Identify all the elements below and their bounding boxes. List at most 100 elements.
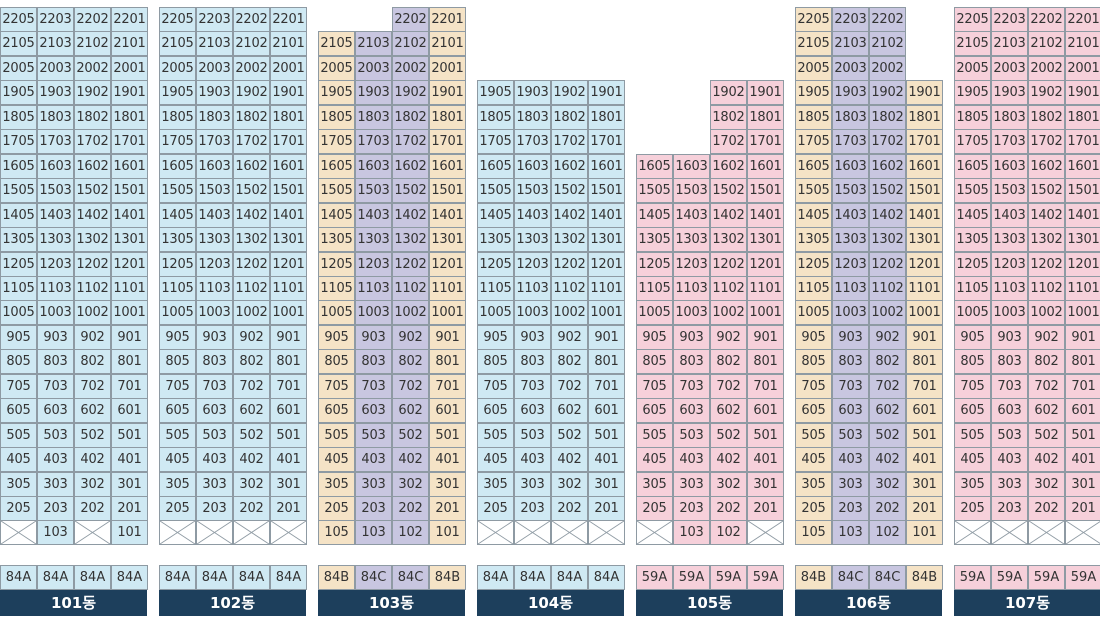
unit-cell: 1301 [270,227,307,253]
unit-cell: 2101 [270,31,307,57]
unit-cell: 1605 [159,153,196,179]
unit-cell: 405 [477,447,514,473]
unit-cell: 403 [196,447,233,473]
unit-cell: 1703 [196,129,233,155]
unit-cell: 303 [196,471,233,497]
unit-cell: 1803 [196,104,233,130]
unit-cell: 1802 [392,104,429,130]
unit-cell: 505 [159,422,196,448]
unit-cell: 1405 [636,202,673,228]
unit-cell: 1702 [710,129,747,155]
unit-cell: 703 [196,373,233,399]
unit-cell: 605 [795,398,832,424]
unit-cell: 1503 [37,178,74,204]
unit-cell: 901 [270,324,307,350]
unit-cell: 102 [710,520,747,546]
unit-cell: 301 [429,471,466,497]
unit-cell: 1803 [37,104,74,130]
unit-cell: 502 [392,422,429,448]
unit-cell: 501 [1065,422,1100,448]
unit-cell: 1405 [318,202,355,228]
unit-cell: 1402 [869,202,906,228]
unit-cell: 1301 [588,227,625,253]
unit-cell: 1003 [37,300,74,326]
unit-cell: 1201 [747,251,784,277]
unit-cell: 903 [673,324,710,350]
unit-cell: 502 [1028,422,1065,448]
unit-cell: 1502 [74,178,111,204]
unit-cell: 1103 [991,275,1028,301]
unit-cell: 503 [514,422,551,448]
unit-cell: 2001 [429,55,466,81]
unit-cell: 2201 [111,7,148,32]
unit-cell: 603 [991,398,1028,424]
unit-cell: 401 [588,447,625,473]
unit-cell: 1802 [869,104,906,130]
unit-cell: 1801 [588,104,625,130]
unit-cell: 902 [869,324,906,350]
unit-cell: 1603 [514,153,551,179]
unit-cell: 1903 [355,80,392,106]
unit-cell: 1002 [74,300,111,326]
unit-type-cell: 59A [747,565,784,590]
unit-cell: 601 [588,398,625,424]
unit-cell: 601 [906,398,943,424]
unit-cell: 202 [392,496,429,521]
unit-cell: 1402 [392,202,429,228]
unit-cell: 2102 [74,31,111,57]
unit-cell: 702 [74,373,111,399]
unit-cell: 1905 [159,80,196,106]
unit-cell: 2105 [954,31,991,57]
unit-cell: 305 [954,471,991,497]
unit-cell: 1803 [991,104,1028,130]
unit-type-cell: 59A [1028,565,1065,590]
cross-icon [271,521,306,545]
unit-cell: 1002 [551,300,588,326]
unit-cell: 1005 [159,300,196,326]
unit-cell: 1602 [551,153,588,179]
unit-cell: 801 [1065,349,1100,375]
unit-cell: 1403 [673,202,710,228]
unit-cell: 702 [869,373,906,399]
unit-cell: 1203 [673,251,710,277]
unit-cell: 1005 [477,300,514,326]
unit-cell: 703 [832,373,869,399]
unit-cell: 1102 [710,275,747,301]
unit-cell: 2205 [954,7,991,32]
empty-unit-cell [74,520,111,546]
unit-cell: 1702 [1028,129,1065,155]
unit-cell: 1305 [636,227,673,253]
unit-cell: 1005 [795,300,832,326]
unit-cell: 2002 [392,55,429,81]
unit-cell: 902 [551,324,588,350]
building-1: 2205 2105 2005 1905 1805 1705 1605 1505 1405 1305… [0,0,148,622]
unit-cell: 1605 [0,153,37,179]
unit-cell: 1503 [673,178,710,204]
unit-cell: 1103 [355,275,392,301]
unit-cell: 505 [318,422,355,448]
unit-cell: 1703 [355,129,392,155]
unit-cell: 2205 [159,7,196,32]
cross-icon [1029,521,1064,545]
unit-cell: 2001 [1065,55,1100,81]
building-label: 101동 [0,590,147,616]
unit-cell: 1705 [795,129,832,155]
unit-cell: 301 [588,471,625,497]
unit-cell: 1102 [551,275,588,301]
unit-cell: 1702 [233,129,270,155]
unit-cell: 801 [747,349,784,375]
unit-cell: 402 [869,447,906,473]
unit-cell: 1502 [710,178,747,204]
unit-cell: 502 [551,422,588,448]
unit-cell: 1101 [1065,275,1100,301]
unit-cell: 1305 [318,227,355,253]
unit-cell: 1605 [318,153,355,179]
cross-icon [197,521,232,545]
unit-cell: 1601 [1065,153,1100,179]
unit-cell: 2201 [270,7,307,32]
unit-cell: 405 [795,447,832,473]
unit-cell: 1201 [111,251,148,277]
unit-cell: 1701 [111,129,148,155]
unit-cell: 1803 [355,104,392,130]
unit-cell: 301 [747,471,784,497]
